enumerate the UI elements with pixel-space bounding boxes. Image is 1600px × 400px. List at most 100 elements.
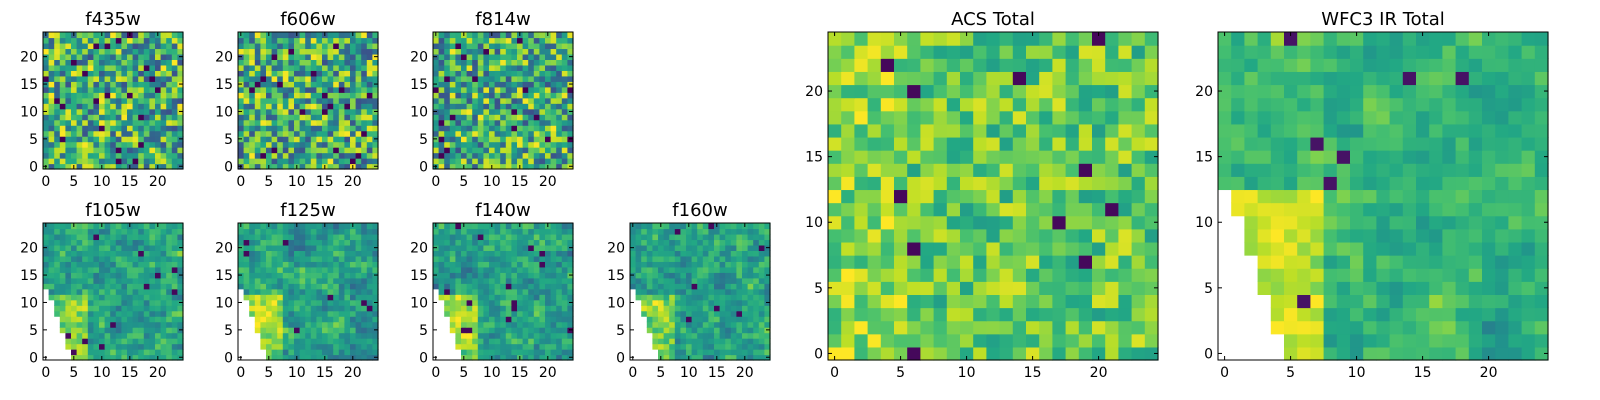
heatmap-cell xyxy=(138,32,145,39)
heatmap-cell xyxy=(880,163,895,177)
heatmap-cell xyxy=(310,321,317,328)
heatmap-cell xyxy=(663,310,670,317)
heatmap-cell xyxy=(539,42,546,50)
heatmap-cell xyxy=(505,223,512,230)
heatmap-cell xyxy=(489,327,496,334)
heatmap-cell xyxy=(567,233,574,241)
heatmap-cell xyxy=(658,255,665,262)
heatmap-cell xyxy=(545,239,552,246)
heatmap-cell xyxy=(1105,255,1119,269)
heatmap-cell xyxy=(366,332,373,339)
heatmap-cell xyxy=(528,332,535,339)
heatmap-cell xyxy=(166,42,173,50)
heatmap-cell xyxy=(238,37,245,44)
heatmap-cell xyxy=(867,202,882,217)
heatmap-cell xyxy=(254,310,261,317)
heatmap-cell xyxy=(528,223,535,230)
heatmap-cell xyxy=(545,305,552,312)
heatmap-cell xyxy=(669,316,676,323)
heatmap-cell xyxy=(646,255,653,262)
heatmap-cell xyxy=(310,86,317,93)
heatmap-cell xyxy=(249,244,256,251)
heatmap-cell xyxy=(254,305,261,312)
heatmap-cell xyxy=(260,141,267,148)
heatmap-cell xyxy=(466,108,473,115)
heatmap-cell xyxy=(299,228,306,235)
heatmap-cell xyxy=(322,283,329,290)
heatmap-cell xyxy=(160,233,167,241)
heatmap-cell xyxy=(946,163,961,177)
heatmap-cell xyxy=(277,108,284,115)
heatmap-cell xyxy=(669,321,676,328)
heatmap-cell xyxy=(338,136,345,143)
heatmap-cell xyxy=(477,141,484,148)
heatmap-cell xyxy=(652,283,659,290)
heatmap-cell xyxy=(288,141,295,148)
heatmap-cell xyxy=(841,176,855,191)
heatmap-cell xyxy=(907,189,921,204)
heatmap-cell xyxy=(630,266,637,273)
y-tick-label: 10 xyxy=(20,104,38,120)
heatmap-cell xyxy=(316,130,323,137)
heatmap-cell xyxy=(71,266,78,273)
heatmap-cell xyxy=(338,70,345,77)
heatmap-cell xyxy=(54,141,61,148)
heatmap-cell xyxy=(372,86,379,93)
heatmap-cell xyxy=(104,136,111,143)
heatmap-cell xyxy=(110,316,117,323)
heatmap-cell xyxy=(1118,150,1133,164)
heatmap-cell xyxy=(110,136,117,143)
heatmap-cell xyxy=(282,266,289,273)
heatmap-cell xyxy=(907,176,921,191)
heatmap-cell xyxy=(305,147,312,154)
heatmap-cell xyxy=(254,277,261,284)
heatmap-cell xyxy=(500,266,507,273)
heatmap-cell xyxy=(641,233,648,241)
heatmap-cell xyxy=(764,239,771,246)
heatmap-cell xyxy=(533,163,540,170)
heatmap-cell xyxy=(561,125,568,132)
heatmap-cell xyxy=(466,228,473,235)
heatmap-cell xyxy=(338,37,345,44)
axes-frame xyxy=(42,222,184,361)
heatmap-cell xyxy=(433,59,440,66)
heatmap-cell xyxy=(461,277,468,284)
heatmap-cell xyxy=(310,103,317,110)
heatmap-cell xyxy=(65,136,72,143)
heatmap-cell xyxy=(714,266,721,273)
heatmap-cell xyxy=(894,110,908,125)
heatmap-cell xyxy=(556,250,563,257)
heatmap-cell xyxy=(986,189,1001,204)
heatmap-cell xyxy=(238,261,245,268)
heatmap-cell xyxy=(1118,110,1133,125)
heatmap-cell xyxy=(127,228,134,235)
heatmap-cell xyxy=(646,283,653,290)
heatmap-cell xyxy=(294,86,301,93)
heatmap-cell xyxy=(708,266,715,273)
heatmap-cell xyxy=(355,321,362,328)
heatmap-cell xyxy=(344,266,351,273)
heatmap-cell xyxy=(132,141,139,148)
heatmap-cell xyxy=(155,349,162,356)
heatmap-cell xyxy=(511,125,518,132)
heatmap-cell xyxy=(127,343,134,350)
heatmap-cell xyxy=(277,119,284,126)
heatmap-cell xyxy=(143,147,150,154)
heatmap-cell xyxy=(65,108,72,115)
y-tick-label: 20 xyxy=(410,50,428,66)
heatmap-cell xyxy=(171,332,178,339)
heatmap-cell xyxy=(249,119,256,126)
heatmap-cell xyxy=(288,272,295,279)
heatmap-cell xyxy=(494,321,501,328)
heatmap-cell xyxy=(305,136,312,143)
heatmap-cell xyxy=(155,228,162,235)
heatmap-cell xyxy=(880,84,895,99)
heatmap-cell xyxy=(277,321,284,328)
heatmap-cell xyxy=(1026,189,1040,204)
heatmap-cell xyxy=(260,244,267,251)
heatmap-cell xyxy=(266,37,273,44)
heatmap-cell xyxy=(305,272,312,279)
heatmap-cell xyxy=(550,261,557,268)
heatmap-cell xyxy=(288,81,295,88)
heatmap-cell xyxy=(104,81,111,88)
